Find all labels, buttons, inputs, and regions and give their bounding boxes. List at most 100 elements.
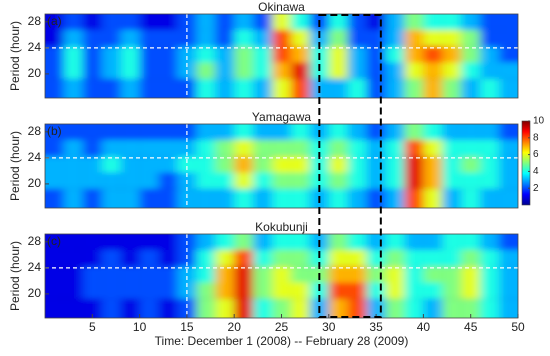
heatmap-cell xyxy=(290,29,310,47)
heatmap-cell xyxy=(177,266,197,283)
heatmap-cell xyxy=(139,282,159,299)
heatmap-cell xyxy=(253,234,273,250)
heatmap-cell xyxy=(234,156,254,173)
heatmap-cell xyxy=(177,156,197,173)
y-tick-label: 28 xyxy=(28,14,42,28)
heatmap-cell xyxy=(272,78,291,98)
heatmap-cell xyxy=(499,282,518,299)
heatmap-cell xyxy=(480,46,500,63)
heatmap-cell xyxy=(328,282,348,299)
heatmap-cell xyxy=(461,139,481,157)
heatmap-cell xyxy=(139,298,159,318)
heatmap-cell xyxy=(347,139,367,157)
panel-title: Kokubunji xyxy=(255,220,308,234)
heatmap-cell xyxy=(45,266,64,283)
heatmap-cell xyxy=(177,188,197,208)
panel-title: Yamagawa xyxy=(252,110,311,124)
heatmap-cell xyxy=(82,298,102,318)
heatmap-cell xyxy=(366,46,386,63)
heatmap-cell xyxy=(82,188,102,208)
heatmap-cell xyxy=(234,266,254,283)
heatmap-cell xyxy=(347,46,367,63)
x-tick-label: 40 xyxy=(417,320,431,334)
heatmap-cell xyxy=(196,139,216,157)
heatmap-cell xyxy=(63,14,83,30)
heatmap-cell xyxy=(139,266,159,283)
heatmap-cell xyxy=(423,62,443,79)
heatmap-cell xyxy=(253,249,273,267)
y-tick-label: 24 xyxy=(28,260,42,274)
colorbar-tick-label: 2 xyxy=(533,183,539,194)
heatmap-cell xyxy=(290,124,310,140)
heatmap-cell xyxy=(461,266,481,283)
heatmap-cell xyxy=(347,172,367,189)
heatmap-cell xyxy=(385,172,405,189)
heatmap-cell xyxy=(63,234,83,250)
heatmap-cell xyxy=(158,172,178,189)
heatmap-cell xyxy=(158,298,178,318)
heatmap-cell xyxy=(45,282,64,299)
heatmap-cell xyxy=(272,266,291,283)
heatmap-cell xyxy=(442,139,462,157)
heatmap-cell xyxy=(404,78,424,98)
heatmap-cell xyxy=(442,249,462,267)
heatmap-cell xyxy=(385,249,405,267)
heatmap-cell xyxy=(139,156,159,173)
heatmap-cell xyxy=(290,298,310,318)
heatmap-cell xyxy=(328,29,348,47)
heatmap xyxy=(45,14,518,98)
heatmap-cell xyxy=(385,188,405,208)
heatmap-cell xyxy=(101,234,121,250)
heatmap-cell xyxy=(366,298,386,318)
heatmap-cell xyxy=(63,124,83,140)
heatmap-cell xyxy=(45,234,64,250)
x-tick-label: 30 xyxy=(322,320,336,334)
heatmap-cell xyxy=(290,14,310,30)
heatmap-cell xyxy=(423,172,443,189)
heatmap-cell xyxy=(234,14,254,30)
heatmap-cell xyxy=(404,46,424,63)
heatmap-cell xyxy=(215,78,235,98)
heatmap-cell xyxy=(177,298,197,318)
heatmap-cell xyxy=(423,249,443,267)
y-axis-label: Period (hour) xyxy=(8,131,22,201)
heatmap-cell xyxy=(45,139,64,157)
heatmap-cell xyxy=(404,172,424,189)
heatmap-cell xyxy=(196,234,216,250)
x-tick-label: 35 xyxy=(369,320,383,334)
heatmap-cell xyxy=(272,62,291,79)
heatmap-cell xyxy=(290,139,310,157)
heatmap-cell xyxy=(234,139,254,157)
heatmap-cells xyxy=(45,14,518,98)
heatmap-cell xyxy=(253,282,273,299)
heatmap-cell xyxy=(120,62,140,79)
heatmap-cell xyxy=(215,172,235,189)
heatmap-cell xyxy=(120,188,140,208)
heatmap-cells xyxy=(45,234,518,318)
heatmap-cell xyxy=(442,234,462,250)
heatmap-cell xyxy=(328,124,348,140)
heatmap-cell xyxy=(45,29,64,47)
heatmap xyxy=(45,234,518,318)
heatmap-cell xyxy=(347,234,367,250)
heatmap-cell xyxy=(328,172,348,189)
heatmap-cell xyxy=(82,282,102,299)
heatmap-cell xyxy=(404,282,424,299)
heatmap-cell xyxy=(63,29,83,47)
heatmap-cell xyxy=(101,46,121,63)
x-tick-label: 15 xyxy=(180,320,194,334)
heatmap-cell xyxy=(82,29,102,47)
heatmap-cell xyxy=(385,62,405,79)
heatmap-cell xyxy=(82,249,102,267)
heatmap-cell xyxy=(253,124,273,140)
heatmap-cell xyxy=(234,234,254,250)
heatmap-cell xyxy=(45,46,64,63)
heatmap-cell xyxy=(63,62,83,79)
heatmap-cell xyxy=(253,139,273,157)
heatmap-cell xyxy=(404,266,424,283)
heatmap-cell xyxy=(328,139,348,157)
heatmap-cell xyxy=(158,249,178,267)
heatmap-cell xyxy=(234,46,254,63)
heatmap-cell xyxy=(234,62,254,79)
heatmap-cell xyxy=(290,234,310,250)
